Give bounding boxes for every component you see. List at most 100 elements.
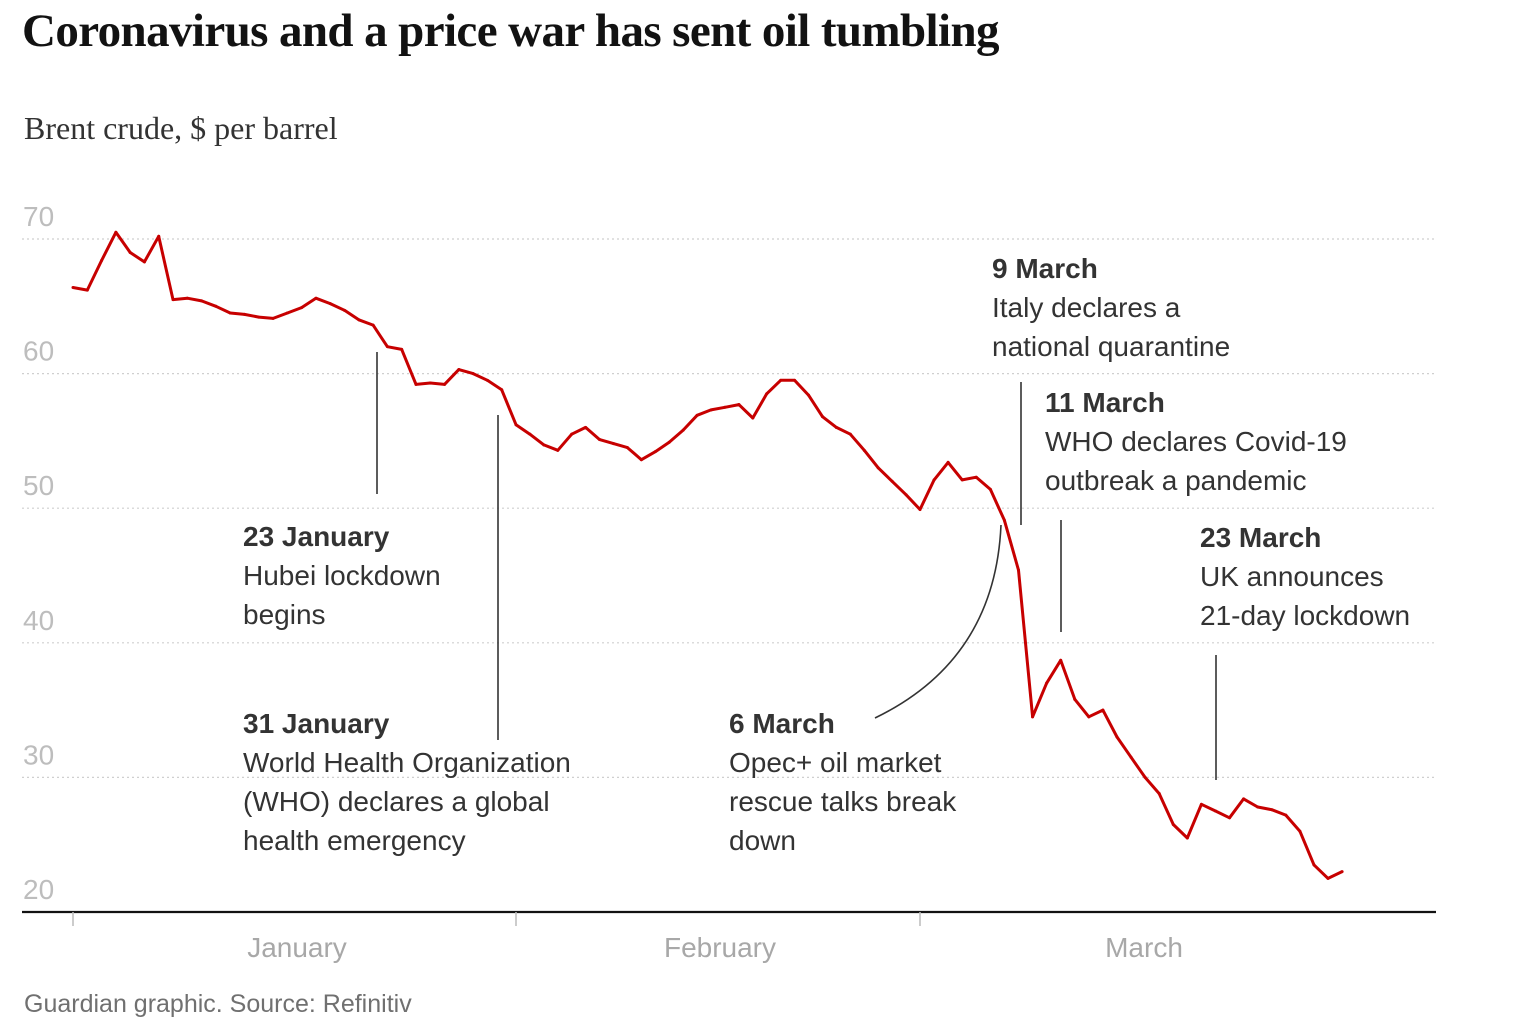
x-tick-label: February bbox=[664, 932, 776, 963]
data-point bbox=[71, 285, 75, 289]
chart-subtitle: Brent crude, $ per barrel bbox=[24, 110, 338, 146]
data-point bbox=[960, 478, 964, 482]
data-points bbox=[71, 230, 1344, 880]
annotation-text: begins bbox=[243, 599, 326, 630]
data-point bbox=[612, 442, 616, 446]
data-point bbox=[257, 315, 261, 319]
data-point bbox=[1256, 805, 1260, 809]
y-tick-label: 60 bbox=[23, 336, 54, 367]
annotation-23-january: 23 January Hubei lockdown begins bbox=[243, 521, 441, 630]
annotation-date: 23 January bbox=[243, 521, 390, 552]
data-point bbox=[385, 345, 389, 349]
data-point bbox=[314, 296, 318, 300]
data-point bbox=[1242, 797, 1246, 801]
annotation-date: 9 March bbox=[992, 253, 1098, 284]
data-point bbox=[1213, 809, 1217, 813]
annotation-11-march: 11 March WHO declares Covid-19 outbreak … bbox=[1045, 387, 1347, 496]
chart-title: Coronavirus and a price war has sent oil… bbox=[22, 5, 1000, 57]
data-point bbox=[667, 440, 671, 444]
data-point bbox=[285, 311, 289, 315]
data-point bbox=[584, 425, 588, 429]
data-point bbox=[807, 393, 811, 397]
y-tick-label: 50 bbox=[23, 470, 54, 501]
x-tick-label: January bbox=[247, 932, 347, 963]
data-point bbox=[1312, 863, 1316, 867]
annotation-text: (WHO) declares a global bbox=[243, 786, 550, 817]
data-point bbox=[890, 479, 894, 483]
data-point bbox=[485, 378, 489, 382]
x-axis: January February March bbox=[72, 912, 1183, 963]
y-axis: 70 60 50 40 30 20 bbox=[23, 201, 54, 905]
data-point bbox=[834, 425, 838, 429]
data-point bbox=[128, 250, 132, 254]
data-point bbox=[328, 302, 332, 306]
data-point bbox=[737, 403, 741, 407]
annotation-23-march: 23 March UK announces 21-day lockdown bbox=[1200, 522, 1410, 631]
y-tick-label: 20 bbox=[23, 874, 54, 905]
annotation-31-january: 31 January World Health Organization (WH… bbox=[243, 708, 571, 856]
data-point bbox=[1284, 813, 1288, 817]
data-point bbox=[100, 259, 104, 263]
data-point bbox=[157, 234, 161, 238]
data-point bbox=[653, 450, 657, 454]
data-point bbox=[1143, 775, 1147, 779]
data-point bbox=[1270, 808, 1274, 812]
data-point bbox=[114, 230, 118, 234]
data-point bbox=[371, 323, 375, 327]
data-point bbox=[723, 405, 727, 409]
annotation-text: rescue talks break bbox=[729, 786, 957, 817]
data-point bbox=[400, 347, 404, 351]
data-point bbox=[904, 493, 908, 497]
data-point bbox=[271, 316, 275, 320]
data-point bbox=[471, 372, 475, 376]
data-point bbox=[556, 448, 560, 452]
data-point bbox=[681, 428, 685, 432]
annotation-text: World Health Organization bbox=[243, 747, 571, 778]
data-point bbox=[414, 382, 418, 386]
y-tick-label: 70 bbox=[23, 201, 54, 232]
y-tick-label: 30 bbox=[23, 739, 54, 770]
data-point bbox=[171, 298, 175, 302]
annotation-text: outbreak a pandemic bbox=[1045, 465, 1307, 496]
data-point bbox=[357, 318, 361, 322]
data-point bbox=[343, 308, 347, 312]
data-point bbox=[918, 508, 922, 512]
brent-crude-line bbox=[72, 230, 1343, 880]
data-point bbox=[1129, 755, 1133, 759]
data-point bbox=[570, 432, 574, 436]
annotation-text: Italy declares a bbox=[992, 292, 1181, 323]
data-point bbox=[709, 408, 713, 412]
data-point bbox=[142, 260, 146, 264]
annotation-text: WHO declares Covid-19 bbox=[1045, 426, 1347, 457]
annotation-date: 6 March bbox=[729, 708, 835, 739]
data-point bbox=[1157, 792, 1161, 796]
data-point bbox=[1185, 836, 1189, 840]
data-point bbox=[1002, 518, 1006, 522]
data-point bbox=[1016, 568, 1020, 572]
annotation-text: down bbox=[729, 825, 796, 856]
data-point bbox=[625, 446, 629, 450]
data-point bbox=[200, 299, 204, 303]
data-point bbox=[185, 296, 189, 300]
data-point bbox=[443, 382, 447, 386]
data-point bbox=[85, 288, 89, 292]
data-point bbox=[214, 304, 218, 308]
connector-6-march bbox=[874, 524, 1002, 719]
data-point bbox=[598, 438, 602, 442]
data-point bbox=[1228, 816, 1232, 820]
source-note: Guardian graphic. Source: Refinitiv bbox=[24, 990, 412, 1018]
y-tick-label: 40 bbox=[23, 605, 54, 636]
data-point bbox=[695, 413, 699, 417]
data-point bbox=[876, 466, 880, 470]
gridlines bbox=[22, 238, 1436, 779]
annotation-text: UK announces bbox=[1200, 561, 1384, 592]
data-point bbox=[765, 392, 769, 396]
annotation-text: national quarantine bbox=[992, 331, 1230, 362]
data-point bbox=[500, 388, 504, 392]
data-point bbox=[974, 475, 978, 479]
data-point bbox=[1199, 802, 1203, 806]
data-point bbox=[1326, 876, 1330, 880]
data-point bbox=[932, 478, 936, 482]
data-point bbox=[779, 378, 783, 382]
